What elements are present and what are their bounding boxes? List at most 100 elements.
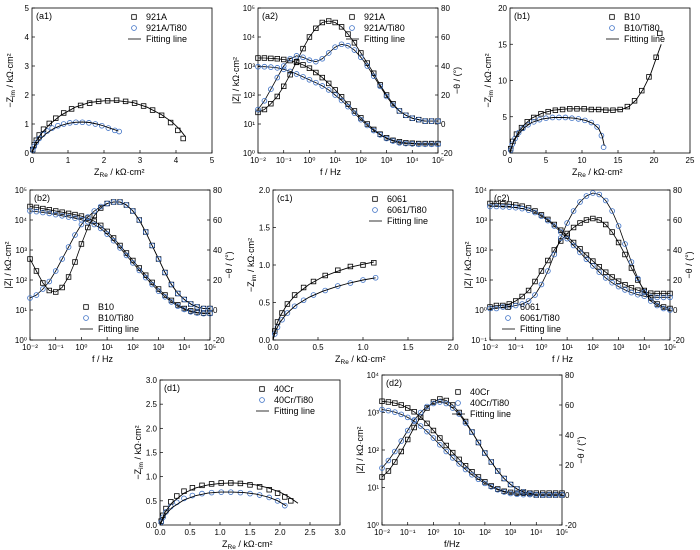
panel-tag: (b1) [514,11,530,21]
panel-a2: 10⁻² 10⁻¹ 10⁰ 10¹ 10² 10³ 10⁴ 10⁵ 10⁰ 10¹ 10² 10³ 10… [231,4,462,177]
data-point [493,305,500,312]
data-point [131,100,138,106]
data-point [117,199,123,205]
y-tick-label: 1.5 [259,224,271,233]
legend-entry: B10/Ti80 [624,23,660,33]
data-point [488,459,495,465]
y2-tick-label: 20 [565,461,574,470]
legend-entry: 40Cr [470,387,490,397]
data-point [622,251,628,258]
data-point [116,128,122,135]
x-tick-label: 10⁴ [530,528,543,537]
x-tick-label: 0.0 [267,343,279,352]
data-point [519,301,525,307]
panel-d1: 0.0 0.5 1.0 1.5 2.0 2.5 3.0 0.0 0.5 1.0 1.5 2.0 2.5 3… [133,376,346,550]
data-point [274,65,281,71]
data-point [564,230,570,237]
data-point [545,257,551,264]
data-point [501,475,507,482]
y-tick-label: 3 [25,62,30,71]
data-point [181,306,188,313]
data-point [525,121,531,128]
data-point [300,284,307,291]
fit-line [159,491,287,526]
legend-marker [83,304,89,310]
data-point [158,519,165,525]
legend-marker [349,25,355,31]
y-tick-label: 1 [25,120,30,129]
y-tick-label: 2.5 [146,400,158,409]
data-point [641,293,648,300]
data-point [27,256,33,262]
data-point [570,224,577,231]
data-point [487,200,493,207]
data-point [97,225,104,232]
data-point [570,208,577,214]
data-point [583,252,590,258]
data-point [338,24,345,30]
data-point [430,400,437,407]
data-point [279,310,285,316]
panel-tag: (a1) [36,11,52,21]
data-point [40,286,46,292]
y2-tick-label: 80 [673,186,682,195]
data-point [487,305,493,312]
legend-marker [131,14,137,20]
data-point [488,483,495,490]
data-point [639,87,645,94]
data-point [293,58,300,65]
data-point [398,448,404,455]
y-tick-label: 1.0 [146,473,158,482]
data-point [628,289,635,296]
data-point [411,417,417,423]
data-point [449,405,456,411]
data-point [564,220,570,226]
data-point [78,221,85,228]
x-tick-label: 3.0 [334,528,346,537]
y-tick-label: 0.5 [146,497,158,506]
x-tick-label: 10³ [381,156,393,165]
data-point [266,494,273,501]
data-point [609,279,615,286]
data-point [27,208,33,214]
data-point [641,289,648,295]
y-tick-label: 15 [498,40,507,49]
y-tick-label: 10⁰ [367,521,379,530]
data-point [398,411,405,418]
y-tick-label: 10⁴ [243,33,256,42]
data-point [415,116,422,123]
data-point [279,316,285,323]
data-point [424,403,430,410]
fit-line [381,409,562,496]
y-tick-label: 10⁰ [243,149,255,158]
data-point [392,409,398,415]
data-point [500,304,506,310]
data-point [437,396,443,402]
data-point [291,292,298,298]
data-point [596,217,602,223]
data-point [660,305,667,312]
x-tick-label: 3 [138,156,143,165]
data-point [91,218,97,224]
data-point [364,63,371,69]
legend-entry: 6061 [387,194,407,204]
x-axis-label: ZRe / kΩ·cm² [222,539,273,550]
data-point [78,213,85,219]
panel-c2: 10⁻² 10⁻¹ 10⁰ 10¹ 10² 10³ 10⁴ 10⁵10⁻¹10⁰10¹10²1… [463,186,694,364]
data-point [322,287,329,294]
data-point [443,400,450,407]
data-point [385,407,392,414]
y-tick-label: 10⁵ [15,186,27,195]
data-point [332,44,338,50]
legend-marker [505,304,511,310]
data-point [533,492,540,498]
y2-tick-label: 60 [441,33,450,42]
x-tick-label: 20 [650,156,659,165]
data-point [180,135,186,142]
y-tick-label: 10³ [243,62,255,71]
data-point [256,492,263,498]
data-point [411,409,417,415]
data-point [390,138,396,144]
